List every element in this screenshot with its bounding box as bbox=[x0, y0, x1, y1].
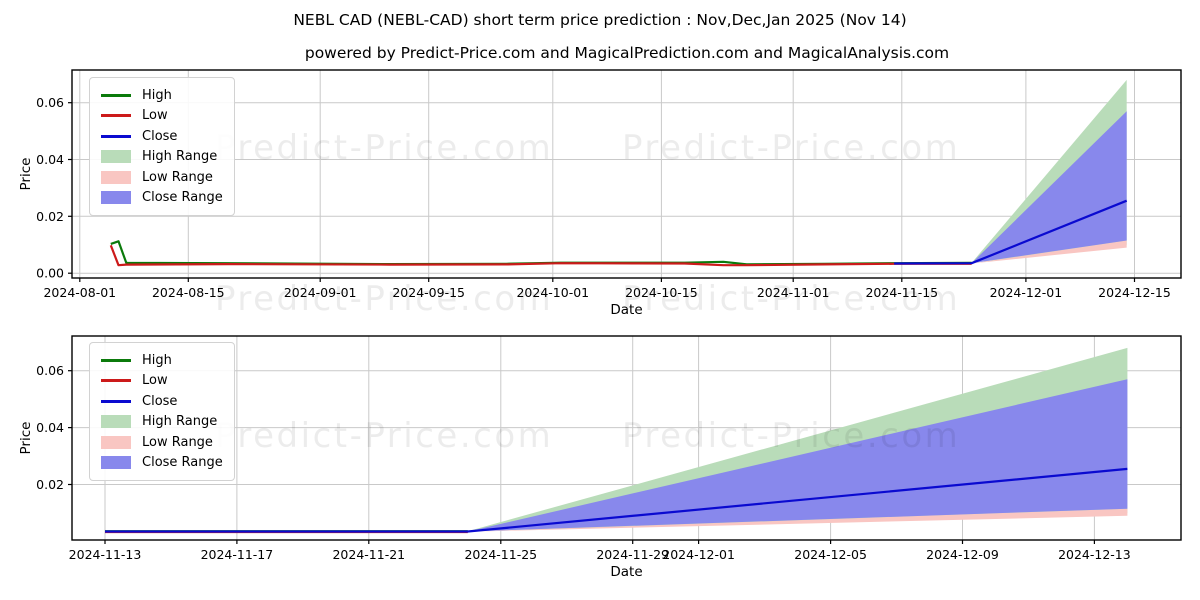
bottom-chart-legend: High Low Close High Range Low Range Clos… bbox=[89, 342, 235, 481]
y-axis-label: Price bbox=[18, 422, 34, 455]
low-line-swatch bbox=[101, 114, 131, 118]
legend-label: Close bbox=[142, 393, 178, 409]
legend-item-low-range: Low Range bbox=[101, 432, 223, 453]
high-line-swatch bbox=[101, 93, 131, 97]
high-range-swatch bbox=[101, 150, 131, 164]
close-line bbox=[894, 199, 1128, 265]
legend-item-high-range: High Range bbox=[101, 412, 223, 433]
low-line bbox=[109, 244, 972, 267]
x-tick-label: 2024-12-09 bbox=[926, 547, 999, 562]
legend-label: Close Range bbox=[142, 455, 223, 471]
low-range-swatch bbox=[101, 170, 131, 184]
close-range-band bbox=[467, 379, 1128, 532]
x-axis-label: Date bbox=[610, 302, 642, 318]
legend-item-close: Close bbox=[101, 126, 223, 147]
low-range-band bbox=[971, 240, 1127, 264]
x-tick-label: 2024-10-15 bbox=[625, 285, 698, 300]
low-line-swatch bbox=[101, 379, 131, 383]
close-line-swatch bbox=[101, 134, 131, 138]
x-tick-label: 2024-12-01 bbox=[990, 285, 1063, 300]
x-tick-label: 2024-11-25 bbox=[464, 547, 537, 562]
legend-label: Low bbox=[142, 373, 168, 389]
x-tick-label: 2024-10-01 bbox=[516, 285, 589, 300]
x-tick-label: 2024-11-21 bbox=[332, 547, 405, 562]
low-range-swatch bbox=[101, 435, 131, 449]
high-line bbox=[110, 240, 972, 266]
x-tick-label: 2024-12-13 bbox=[1058, 547, 1131, 562]
x-tick-label: 2024-09-01 bbox=[284, 285, 357, 300]
legend-label: High bbox=[142, 352, 172, 368]
x-tick-label: 2024-09-15 bbox=[392, 285, 465, 300]
legend-item-close: Close bbox=[101, 391, 223, 412]
legend-item-high: High bbox=[101, 350, 223, 371]
top-chart-legend: High Low Close High Range Low Range Clos… bbox=[89, 77, 235, 216]
y-axis-label: Price bbox=[18, 158, 34, 191]
legend-item-high: High bbox=[101, 85, 223, 106]
legend-label: High Range bbox=[142, 414, 218, 430]
figure-subtitle: powered by Predict-Price.com and Magical… bbox=[304, 44, 950, 62]
bottom-price-chart: 2024-11-13 2024-11-17 2024-11-21 2024-11-25… bbox=[18, 335, 1182, 580]
legend-label: High Range bbox=[142, 149, 218, 165]
legend-label: Low bbox=[142, 108, 168, 124]
y-tick-label: 0.02 bbox=[36, 477, 64, 492]
y-tick-label: 0.04 bbox=[36, 152, 64, 167]
figure-title: NEBL CAD (NEBL-CAD) short term price pre… bbox=[293, 11, 907, 29]
close-line-swatch bbox=[101, 399, 131, 403]
low-range-band bbox=[467, 508, 1128, 532]
x-tick-label: 2024-08-01 bbox=[43, 285, 116, 300]
close-range-swatch bbox=[101, 456, 131, 470]
x-tick-label: 2024-11-13 bbox=[69, 547, 142, 562]
x-axis-label: Date bbox=[610, 564, 642, 580]
x-tick-label: 2024-11-29 bbox=[596, 547, 669, 562]
y-tick-label: 0.06 bbox=[36, 95, 64, 110]
legend-label: Close bbox=[142, 128, 178, 144]
close-range-band bbox=[971, 111, 1127, 264]
x-tick-label: 2024-08-15 bbox=[152, 285, 225, 300]
plot-frame bbox=[71, 69, 1182, 279]
legend-label: Low Range bbox=[142, 434, 213, 450]
legend-item-low-range: Low Range bbox=[101, 167, 223, 188]
y-tick-label: 0.06 bbox=[36, 363, 64, 378]
legend-item-low: Low bbox=[101, 371, 223, 392]
close-range-swatch bbox=[101, 191, 131, 205]
legend-label: Low Range bbox=[142, 169, 213, 185]
x-tick-label: 2024-12-15 bbox=[1098, 285, 1171, 300]
y-tick-label: 0.02 bbox=[36, 209, 64, 224]
x-tick-label: 2024-12-01 bbox=[662, 547, 735, 562]
x-tick-label: 2024-12-05 bbox=[794, 547, 867, 562]
legend-label: Close Range bbox=[142, 190, 223, 206]
high-range-swatch bbox=[101, 415, 131, 429]
top-price-chart: 2024-08-01 2024-08-15 2024-09-01 2024-09-15… bbox=[18, 69, 1182, 318]
x-tick-label: 2024-11-17 bbox=[201, 547, 274, 562]
plot-frame bbox=[71, 335, 1182, 541]
x-tick-label: 2024-11-15 bbox=[865, 285, 938, 300]
y-tick-label: 0.00 bbox=[36, 266, 64, 281]
legend-item-high-range: High Range bbox=[101, 147, 223, 168]
legend-item-low: Low bbox=[101, 106, 223, 127]
legend-label: High bbox=[142, 87, 172, 103]
y-tick-label: 0.04 bbox=[36, 420, 64, 435]
x-tick-label: 2024-11-01 bbox=[757, 285, 830, 300]
close-line bbox=[105, 467, 1128, 533]
legend-item-close-range: Close Range bbox=[101, 453, 223, 474]
high-line-swatch bbox=[101, 358, 131, 362]
legend-item-close-range: Close Range bbox=[101, 188, 223, 209]
